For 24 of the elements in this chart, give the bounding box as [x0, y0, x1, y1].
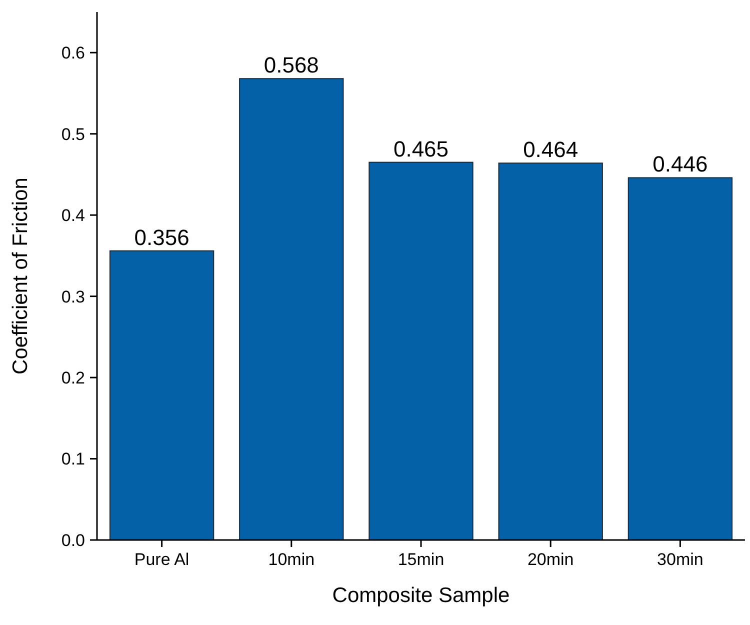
y-tick-label: 0.0: [61, 530, 85, 550]
bar: [498, 162, 603, 540]
y-tick-label: 0.6: [61, 44, 85, 63]
x-axis-title: Composite Sample: [332, 584, 510, 607]
x-tick-label: 15min: [398, 550, 444, 569]
y-tick-label: 0.1: [61, 450, 85, 469]
x-tick-label: 20min: [527, 550, 574, 569]
y-tick-label: 0.5: [61, 124, 85, 144]
x-tick-label: 30min: [657, 550, 704, 569]
bar: [628, 177, 733, 540]
y-tick-label: 0.4: [61, 206, 85, 226]
bar: [368, 162, 474, 540]
y-tick-label: 0.2: [61, 368, 85, 388]
data-label: 0.356: [134, 224, 190, 250]
y-axis-title: Coefficient of Friction: [9, 178, 32, 374]
y-tick-label: 0.3: [61, 287, 85, 306]
x-tick-label: 10min: [268, 550, 315, 569]
data-label: 0.446: [652, 152, 708, 177]
bar: [239, 78, 344, 540]
data-label: 0.465: [393, 136, 449, 162]
bar: [109, 250, 214, 540]
data-label: 0.568: [264, 52, 319, 78]
data-label: 0.464: [523, 137, 578, 162]
x-tick-label: Pure Al: [134, 550, 190, 569]
